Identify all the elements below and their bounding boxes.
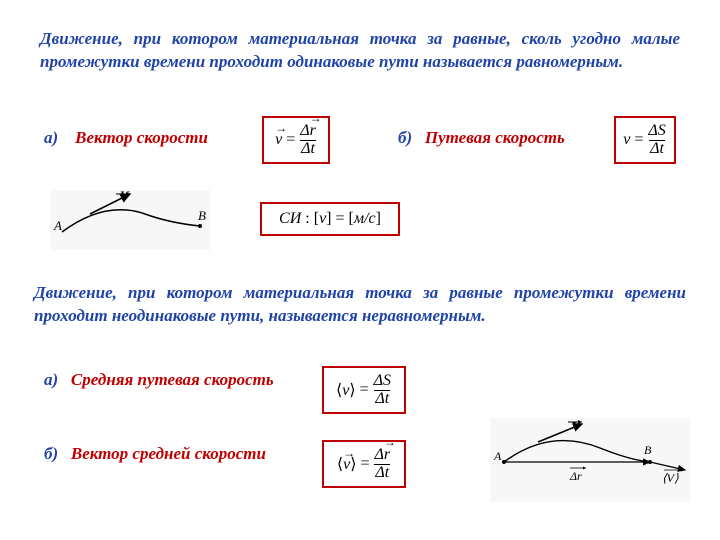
- svg-text:Δr: Δr: [569, 469, 582, 483]
- formula-si-units: СИ : [v] = [м/с]: [260, 202, 400, 236]
- label-a1: а) Вектор скорости: [44, 128, 208, 148]
- prefix-a2: а): [44, 370, 58, 389]
- diagram-curve-ab: A B V: [50, 190, 210, 250]
- svg-text:V: V: [120, 190, 130, 203]
- formula-path-speed: v = ΔS Δt: [614, 116, 676, 164]
- eq-avg-path-speed: ⟨v⟩ = ΔS Δt: [336, 373, 392, 408]
- svg-text:A: A: [53, 218, 62, 233]
- label-b2: б) Вектор средней скорости: [44, 444, 274, 464]
- label-a2: а) Средняя путевая скорость: [44, 370, 274, 390]
- svg-text:A: A: [493, 449, 502, 463]
- eq-avg-vector-speed: ⟨v⟩ = Δr Δt: [337, 447, 391, 482]
- diagram-curve-avg: A B V Δr ⟨V⟩: [490, 418, 690, 502]
- svg-text:⟨V⟩: ⟨V⟩: [662, 471, 679, 485]
- formula-avg-path-speed: ⟨v⟩ = ΔS Δt: [322, 366, 406, 414]
- prefix-a1: а): [44, 128, 58, 147]
- text-avg-path-speed: Средняя путевая скорость: [71, 370, 274, 389]
- prefix-b1: б): [398, 128, 412, 147]
- svg-text:B: B: [198, 208, 206, 223]
- formula-vector-speed: v = Δr Δt: [262, 116, 330, 164]
- text-avg-vector-speed: Вектор средней скорости: [71, 444, 266, 463]
- eq-path-speed: v = ΔS Δt: [623, 123, 667, 158]
- prefix-b2: б): [44, 444, 58, 463]
- si-text: СИ : [v] = [м/с]: [279, 210, 381, 228]
- text-vector-speed: Вектор скорости: [75, 128, 208, 147]
- text-path-speed: Путевая скорость: [425, 128, 565, 147]
- svg-text:B: B: [644, 443, 652, 457]
- definition-uniform-motion: Движение, при котором материальная точка…: [40, 28, 680, 74]
- formula-avg-vector-speed: ⟨v⟩ = Δr Δt: [322, 440, 406, 488]
- definition-nonuniform-motion: Движение, при котором материальная точка…: [34, 282, 686, 328]
- label-b1: б) Путевая скорость: [398, 128, 565, 148]
- eq-vector-speed: v = Δr Δt: [275, 123, 317, 158]
